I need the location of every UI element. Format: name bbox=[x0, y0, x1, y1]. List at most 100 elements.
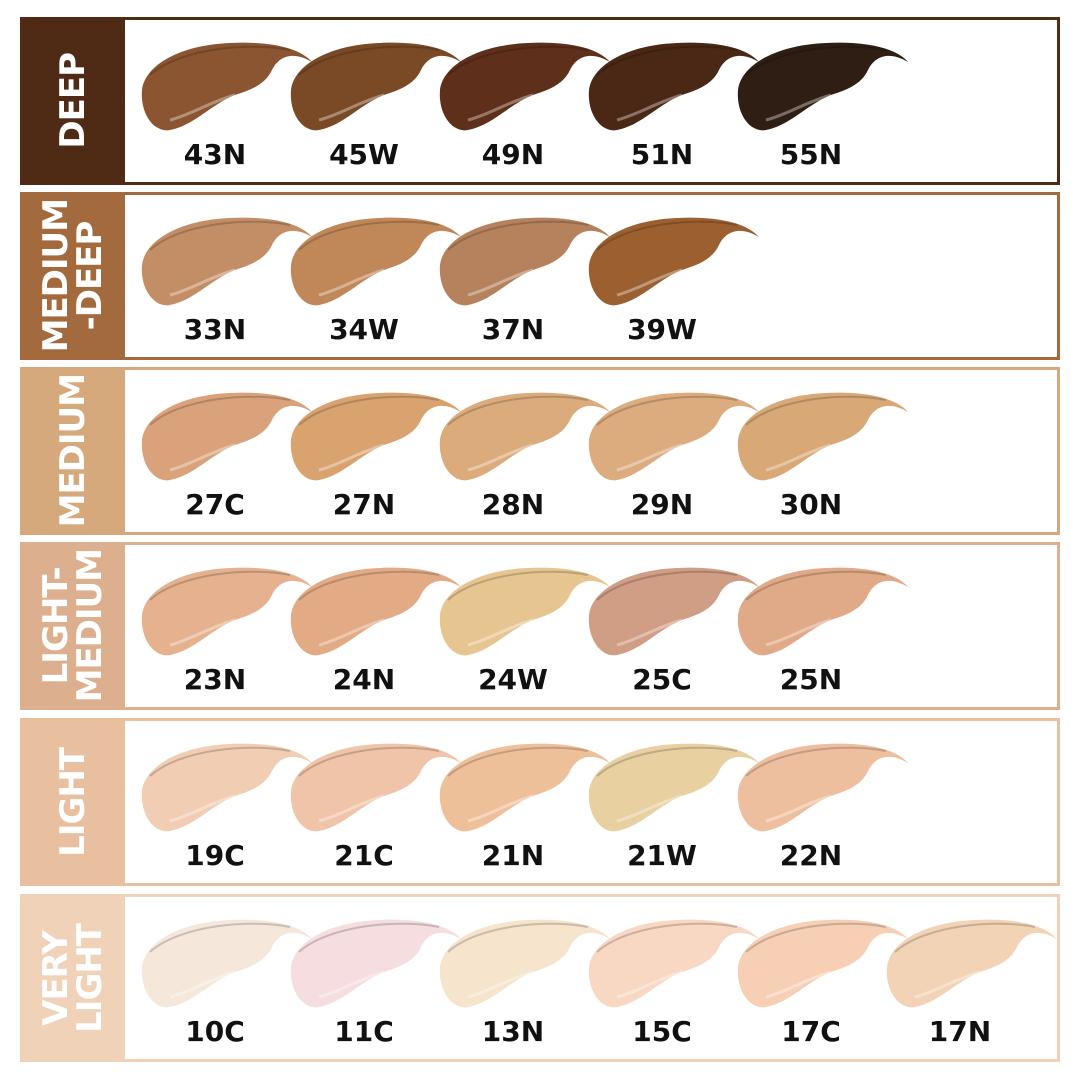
swatch-smear bbox=[737, 42, 908, 131]
shade-swatch: 34W bbox=[289, 195, 464, 355]
swatch-edge bbox=[298, 746, 440, 777]
group-label: LIGHT bbox=[52, 747, 93, 857]
swatch-edge bbox=[298, 570, 440, 601]
swatch-highlight bbox=[169, 970, 236, 999]
shade-code: 49N bbox=[481, 138, 545, 171]
swatch-fill bbox=[141, 919, 312, 1008]
swatch-highlight bbox=[318, 93, 385, 122]
shade-swatch: 10C bbox=[140, 897, 315, 1057]
group-label: MEDIUM bbox=[52, 374, 93, 528]
swatch-smear bbox=[588, 567, 759, 656]
swatch-highlight bbox=[467, 618, 534, 647]
swatch-edge bbox=[298, 220, 440, 251]
shade-code: 33N bbox=[183, 313, 247, 346]
shade-swatch: 17N bbox=[885, 897, 1060, 1057]
swatch-fill bbox=[141, 42, 312, 131]
swatch-edge bbox=[745, 45, 887, 76]
swatch-fill bbox=[886, 919, 1057, 1008]
shade-swatch: 13N bbox=[438, 897, 613, 1057]
shade-swatch: 11C bbox=[289, 897, 464, 1057]
swatch-highlight bbox=[765, 93, 832, 122]
group-label-band: DEEP bbox=[20, 17, 125, 185]
shade-code: 27C bbox=[185, 488, 245, 521]
swatch-fill bbox=[290, 919, 461, 1008]
swatch-fill bbox=[737, 392, 908, 481]
swatch-smear bbox=[290, 919, 461, 1008]
shade-group-row: LIGHT 19C 21C 21N 21W 22N bbox=[20, 718, 1060, 886]
swatch-fill bbox=[588, 743, 759, 832]
shade-code: 51N bbox=[630, 138, 694, 171]
shade-code: 17N bbox=[928, 1015, 992, 1048]
shade-swatch: 45W bbox=[289, 20, 464, 180]
swatch-fill bbox=[290, 743, 461, 832]
swatch-smear bbox=[290, 567, 461, 656]
swatch-fill bbox=[439, 567, 610, 656]
shade-code: 29N bbox=[630, 488, 694, 521]
swatch-edge bbox=[447, 922, 589, 953]
shade-swatch: 51N bbox=[587, 20, 762, 180]
swatch-highlight bbox=[169, 443, 236, 472]
shade-code: 45W bbox=[329, 138, 399, 171]
swatch-edge bbox=[298, 395, 440, 426]
swatch-fill bbox=[439, 392, 610, 481]
swatch-edge bbox=[596, 395, 738, 426]
shade-code: 10C bbox=[185, 1015, 245, 1048]
swatch-fill bbox=[588, 567, 759, 656]
swatch-highlight bbox=[467, 93, 534, 122]
swatch-fill bbox=[141, 567, 312, 656]
swatch-fill bbox=[588, 392, 759, 481]
swatch-fill bbox=[439, 743, 610, 832]
swatch-edge bbox=[149, 395, 291, 426]
shade-code: 21C bbox=[334, 839, 394, 872]
swatch-fill bbox=[141, 217, 312, 306]
swatch-edge bbox=[149, 570, 291, 601]
swatch-fill bbox=[737, 567, 908, 656]
shade-code: 37N bbox=[481, 313, 545, 346]
swatch-fill bbox=[439, 919, 610, 1008]
shade-code: 39W bbox=[627, 313, 697, 346]
swatch-smear bbox=[439, 567, 610, 656]
swatch-smear bbox=[141, 919, 312, 1008]
shade-swatch: 27C bbox=[140, 370, 315, 530]
shade-code: 24W bbox=[478, 663, 548, 696]
swatch-highlight bbox=[318, 618, 385, 647]
shade-swatch: 37N bbox=[438, 195, 613, 355]
shade-swatch: 43N bbox=[140, 20, 315, 180]
shade-code: 21W bbox=[627, 839, 697, 872]
swatch-highlight bbox=[616, 970, 683, 999]
shade-code: 34W bbox=[329, 313, 399, 346]
swatch-edge bbox=[447, 45, 589, 76]
swatch-fill bbox=[439, 217, 610, 306]
swatch-fill bbox=[737, 919, 908, 1008]
swatch-edge bbox=[745, 570, 887, 601]
swatch-highlight bbox=[765, 794, 832, 823]
swatch-highlight bbox=[616, 268, 683, 297]
swatch-smear bbox=[588, 743, 759, 832]
shade-code: 27N bbox=[332, 488, 396, 521]
shade-swatch: 25N bbox=[736, 545, 911, 705]
group-label: DEEP bbox=[52, 53, 93, 149]
swatch-highlight bbox=[765, 970, 832, 999]
shade-swatch: 22N bbox=[736, 721, 911, 881]
swatch-fill bbox=[141, 392, 312, 481]
shade-swatch: 27N bbox=[289, 370, 464, 530]
shade-code: 55N bbox=[779, 138, 843, 171]
shade-code: 23N bbox=[183, 663, 247, 696]
shade-swatch: 21N bbox=[438, 721, 613, 881]
shade-swatch: 29N bbox=[587, 370, 762, 530]
swatch-smear bbox=[141, 743, 312, 832]
swatch-highlight bbox=[467, 970, 534, 999]
swatch-smear bbox=[737, 392, 908, 481]
swatch-fill bbox=[737, 42, 908, 131]
swatch-edge bbox=[447, 746, 589, 777]
swatch-smear bbox=[141, 217, 312, 306]
group-label-band: LIGHT- MEDIUM bbox=[20, 542, 125, 710]
swatch-smear bbox=[737, 567, 908, 656]
shade-code: 19C bbox=[185, 839, 245, 872]
swatch-highlight bbox=[169, 618, 236, 647]
shade-code: 13N bbox=[481, 1015, 545, 1048]
swatch-smear bbox=[737, 919, 908, 1008]
swatch-edge bbox=[149, 45, 291, 76]
group-label: VERY LIGHT bbox=[35, 923, 110, 1033]
shade-swatch: 33N bbox=[140, 195, 315, 355]
